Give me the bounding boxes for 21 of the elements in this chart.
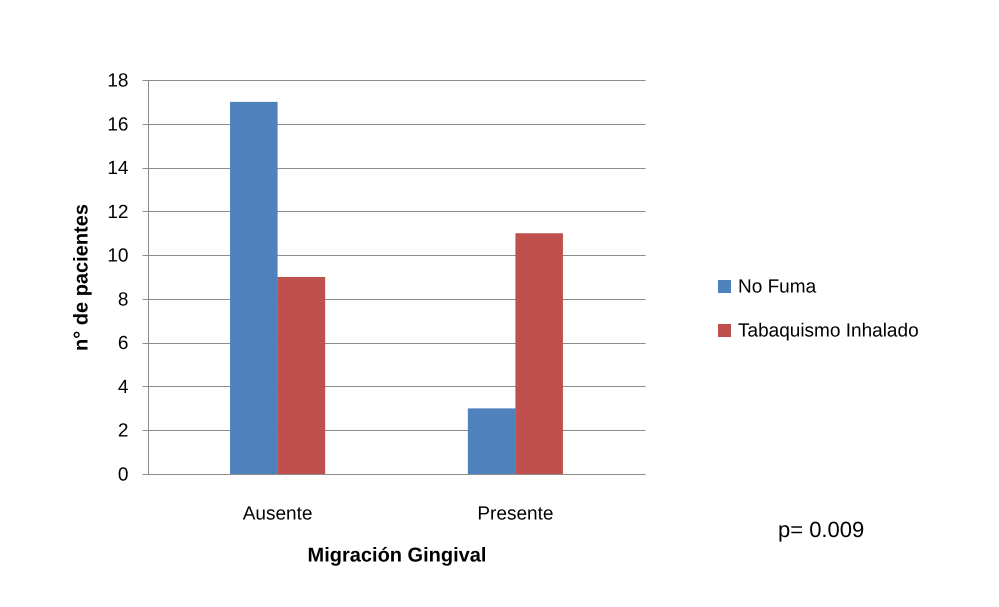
y-tick-label: 2 [118, 420, 128, 442]
bar [230, 102, 278, 474]
legend-label: Tabaquismo Inhalado [738, 320, 919, 342]
x-tick-label: Presente [477, 504, 554, 524]
bar [278, 277, 326, 474]
y-tick-label: 12 [107, 202, 128, 223]
y-tick-label: 10 [107, 246, 128, 267]
y-tick-label: 6 [118, 333, 128, 354]
bar [515, 233, 563, 474]
x-tick-label: Ausente [242, 504, 312, 524]
bar [468, 408, 516, 474]
x-axis-title: Migración Gingival [308, 544, 486, 566]
y-tick-label: 14 [107, 158, 129, 180]
y-tick-label: 0 [118, 464, 128, 486]
y-tick-label: 16 [107, 114, 128, 136]
text: p= 0.009 [778, 517, 864, 542]
y-axis-title: n° de pacientes [70, 204, 92, 351]
y-tick-label: 18 [107, 70, 128, 92]
y-tick-label: 4 [118, 376, 129, 398]
y-tick-label: 8 [118, 289, 128, 310]
legend-label: No Fuma [738, 276, 817, 298]
